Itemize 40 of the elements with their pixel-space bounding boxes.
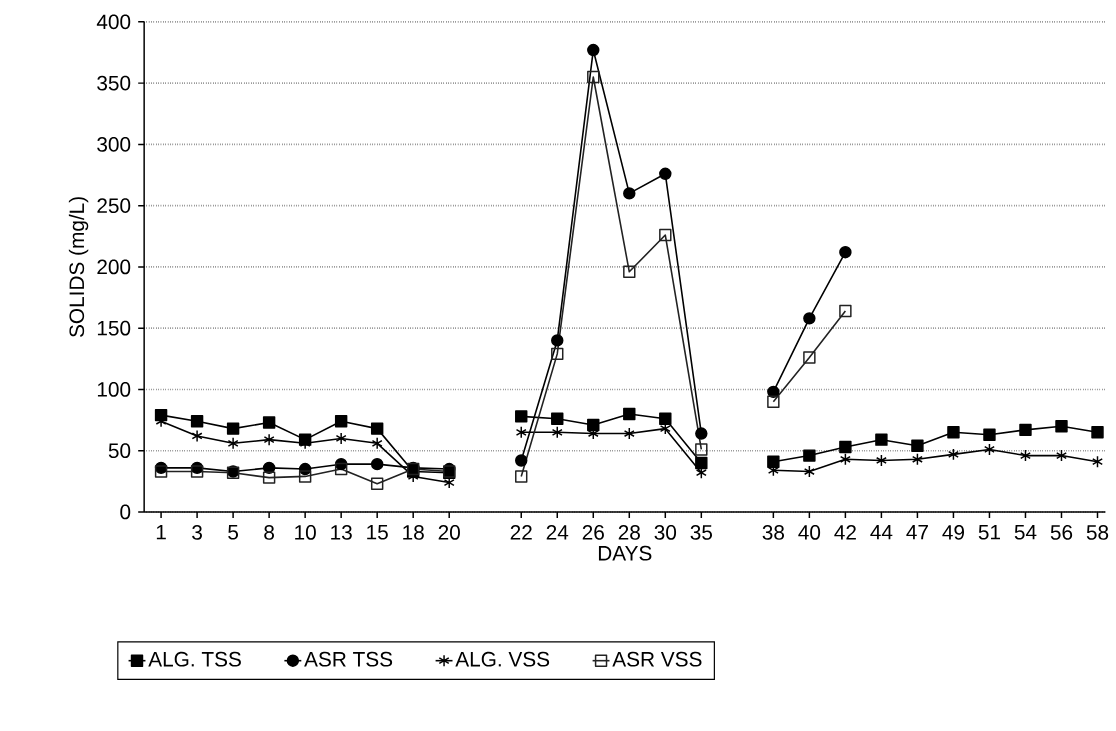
y-tick-label: 200 (97, 259, 131, 275)
x-tick-label: 56 (1050, 525, 1073, 540)
y-tick-label: 150 (97, 320, 131, 336)
y-tick-label: 50 (108, 443, 131, 459)
x-tick-label: 18 (403, 525, 424, 540)
x-tick-label: 30 (654, 525, 677, 540)
x-tick-label: 42 (834, 525, 856, 540)
x-tick-label: 24 (546, 525, 569, 540)
x-tick-label: 38 (762, 525, 785, 540)
x-tick-label: 51 (978, 525, 1000, 540)
x-axis-title: DAYS (598, 546, 652, 561)
x-tick-label: 49 (942, 525, 965, 540)
y-tick-label: 0 (120, 504, 131, 520)
x-tick-label: 58 (1086, 525, 1109, 540)
x-tick-label: 35 (690, 525, 713, 540)
legend-label: ALG. VSS (455, 652, 550, 667)
x-tick-label: 54 (1014, 525, 1037, 540)
x-tick-label: 8 (264, 525, 274, 540)
x-tick-label: 10 (295, 525, 316, 540)
x-tick-label: 20 (438, 525, 460, 540)
y-tick-label: 350 (97, 75, 131, 91)
y-axis-title: SOLIDS (mg/L) (68, 197, 89, 338)
y-tick-label: 300 (97, 137, 131, 152)
x-tick-label: 28 (618, 525, 640, 540)
y-tick-label: 100 (97, 382, 131, 397)
x-tick-label: 44 (870, 525, 893, 540)
x-tick-label: 15 (367, 525, 388, 540)
x-tick-label: 5 (228, 525, 239, 540)
legend-label: ASR TSS (304, 652, 393, 667)
legend-label: ASR VSS (612, 652, 702, 667)
x-tick-label: 1 (156, 525, 166, 540)
x-tick-label: 3 (192, 525, 202, 540)
x-tick-label: 22 (510, 525, 532, 540)
x-tick-label: 40 (798, 525, 821, 540)
x-tick-label: 26 (582, 525, 604, 540)
x-tick-label: 47 (906, 525, 928, 540)
y-tick-label: 400 (96, 14, 131, 30)
x-tick-label: 13 (331, 525, 352, 540)
y-tick-label: 250 (97, 198, 131, 214)
legend-label: ALG. TSS (148, 652, 241, 667)
